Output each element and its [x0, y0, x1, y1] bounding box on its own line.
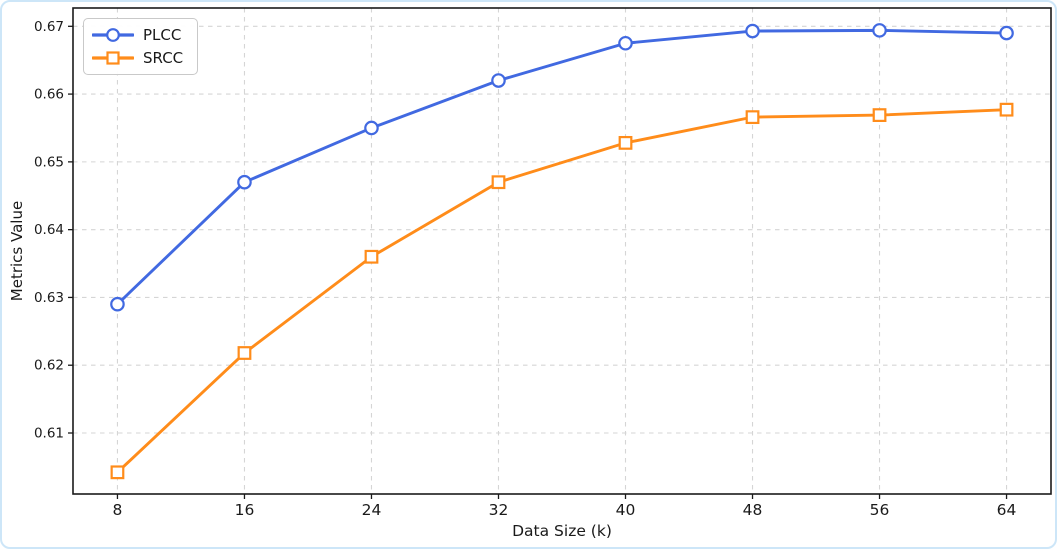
- legend: PLCC SRCC: [83, 18, 199, 75]
- plcc-marker: [618, 35, 633, 51]
- x-tick-label: 56: [870, 501, 890, 519]
- srcc-line-square-swatch-icon: [92, 51, 134, 65]
- plcc-marker: [872, 23, 887, 38]
- srcc-marker: [491, 175, 506, 190]
- y-tick-label: 0.66: [34, 87, 64, 103]
- x-tick-label: 24: [362, 501, 382, 519]
- x-tick-label: 8: [113, 501, 123, 519]
- plcc-line-circle-swatch-icon: [92, 28, 134, 42]
- srcc-line: [116, 108, 1008, 474]
- srcc-marker: [237, 346, 252, 360]
- plot-border: [72, 7, 1052, 495]
- srcc-marker: [745, 110, 760, 125]
- plcc-marker: [999, 25, 1014, 41]
- plcc-marker: [491, 73, 506, 88]
- legend-item-plcc: PLCC: [92, 24, 183, 46]
- legend-label-plcc: PLCC: [143, 26, 182, 44]
- y-axis-title: Metrics Value: [8, 200, 26, 302]
- legend-label-srcc: SRCC: [143, 49, 184, 67]
- y-tick-label: 0.61: [34, 425, 64, 441]
- srcc-marker: [110, 465, 125, 480]
- y-tick-label: 0.64: [34, 222, 64, 238]
- y-tick-label: 0.63: [34, 290, 64, 306]
- plcc-marker: [745, 23, 760, 39]
- srcc-marker: [999, 102, 1014, 117]
- srcc-marker: [872, 108, 887, 122]
- y-tick-label: 0.67: [34, 19, 64, 35]
- x-tick-label: 48: [743, 501, 763, 519]
- plcc-marker: [237, 174, 252, 190]
- y-tick-label: 0.65: [34, 154, 64, 170]
- srcc-marker: [618, 135, 633, 150]
- plcc-marker: [364, 120, 379, 136]
- x-tick-label: 32: [489, 501, 509, 519]
- x-tick-label: 40: [616, 501, 636, 519]
- y-tick-label: 0.62: [34, 358, 64, 374]
- plcc-marker: [110, 296, 125, 312]
- x-tick-label: 64: [997, 501, 1017, 519]
- plcc-line: [116, 28, 1008, 306]
- x-tick-label: 16: [235, 501, 255, 519]
- srcc-marker: [364, 249, 379, 264]
- legend-item-srcc: SRCC: [92, 47, 183, 69]
- x-axis-title: Data Size (k): [512, 522, 612, 540]
